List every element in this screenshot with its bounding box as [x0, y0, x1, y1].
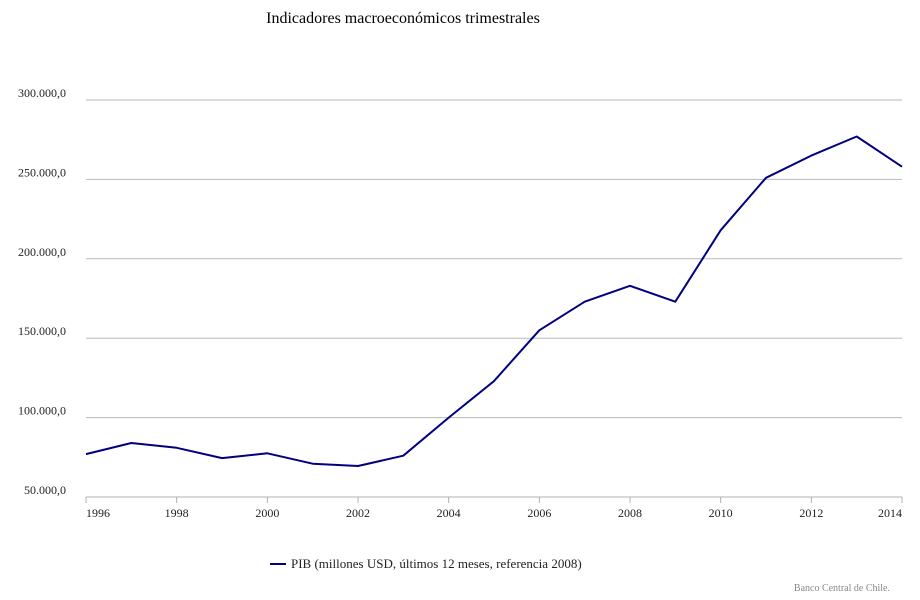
x-tick-label: 2002: [346, 506, 370, 520]
x-tick-label: 2012: [799, 506, 823, 520]
y-tick-label: 100.000,0: [18, 404, 66, 418]
x-tick-label: 2004: [437, 506, 461, 520]
y-tick-label: 300.000,0: [18, 86, 66, 100]
x-tick-label: 1996: [86, 506, 110, 520]
y-tick-label: 200.000,0: [18, 245, 66, 259]
x-tick-label: 2014: [878, 506, 902, 520]
y-axis-tick-labels: 50.000,0 100.000,0 150.000,0 200.000,0 250.0…: [18, 86, 66, 497]
x-tick-label: 2010: [709, 506, 733, 520]
x-tick-label: 2006: [527, 506, 551, 520]
series-line-pib: [85, 135, 903, 467]
legend-label: PIB (millones USD, últimos 12 meses, ref…: [291, 556, 582, 571]
x-axis-ticks: 1996 1998 2000 2002 2004 2006 2008 2010 2012 2014: [85, 497, 903, 520]
y-tick-label: 250.000,0: [18, 165, 66, 179]
y-tick-label: 50.000,0: [24, 483, 66, 497]
x-tick-label: 2008: [618, 506, 642, 520]
x-tick-label: 1998: [165, 506, 189, 520]
chart-title: Indicadores macroeconómicos trimestrales: [266, 10, 540, 27]
grid-lines: [86, 99, 902, 419]
credit: Banco Central de Chile.: [794, 583, 890, 594]
y-tick-label: 150.000,0: [18, 324, 66, 338]
series-group: [85, 135, 903, 467]
x-tick-label: 2000: [255, 506, 279, 520]
legend: PIB (millones USD, últimos 12 meses, ref…: [270, 556, 582, 571]
